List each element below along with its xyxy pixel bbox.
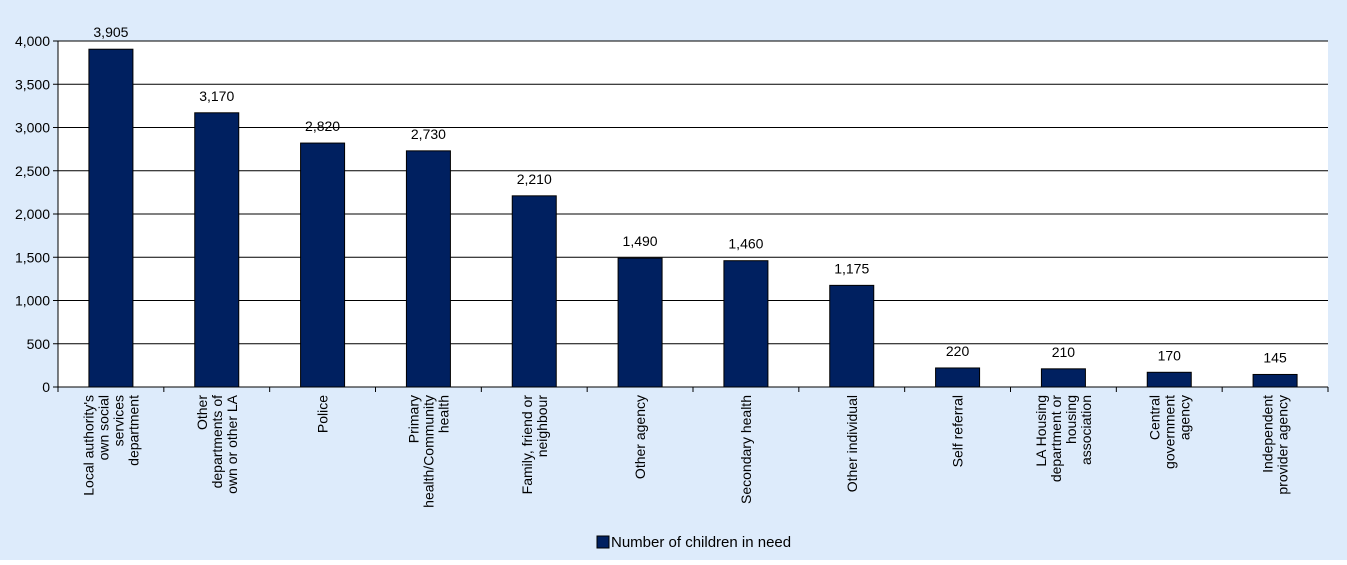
x-axis-ticks xyxy=(57,387,1329,392)
y-tick-label: 3,500 xyxy=(15,76,50,92)
bar xyxy=(935,367,981,388)
x-category-label: Other individual xyxy=(844,395,860,492)
bar-data-label: 145 xyxy=(1263,349,1287,365)
x-category-label: Primary health/Community health xyxy=(405,395,451,508)
x-category-label-line: health xyxy=(435,395,451,433)
x-category-label-line: Central xyxy=(1146,395,1162,440)
x-category-label-line: Local authority's xyxy=(80,395,96,496)
bar xyxy=(723,260,769,388)
bar-data-label: 1,460 xyxy=(728,236,763,252)
legend-swatch xyxy=(596,535,610,549)
bar xyxy=(300,142,346,388)
gridlines xyxy=(58,40,1328,345)
bar xyxy=(88,48,134,388)
y-tick-label: 2,500 xyxy=(15,163,50,179)
x-category-label-line: own social xyxy=(95,395,111,460)
x-category-label: Central government agency xyxy=(1146,395,1192,469)
bar-data-label: 1,490 xyxy=(623,233,658,249)
x-category-label-line: provider agency xyxy=(1275,395,1291,495)
x-category-label-line: Other individual xyxy=(844,395,860,492)
x-category-label-line: Police xyxy=(315,395,331,433)
y-tick-label: 500 xyxy=(27,336,51,352)
x-category-label-line: government xyxy=(1161,395,1177,469)
bar xyxy=(1040,368,1086,388)
bar-data-label: 2,210 xyxy=(517,171,552,187)
x-category-label-line: LA Housing xyxy=(1033,395,1049,467)
y-tick-label: 4,000 xyxy=(15,33,50,49)
x-category-label: Police xyxy=(315,395,331,433)
x-category-label-line: housing xyxy=(1063,395,1079,444)
bar-data-label: 3,905 xyxy=(93,24,128,40)
x-category-label-line: association xyxy=(1078,395,1094,465)
x-category-label: LA Housing department or housing associatio… xyxy=(1033,395,1094,482)
legend-label: Number of children in need xyxy=(611,534,791,551)
x-category-label-line: Independent xyxy=(1260,395,1276,473)
x-category-label-line: Primary xyxy=(405,395,421,443)
x-category-label-line: Other xyxy=(194,395,210,430)
bar xyxy=(829,284,875,388)
data-labels: 3,905 3,170 2,820 2,730 2,210 1,490 1,460 1,175… xyxy=(93,24,1287,365)
x-category-label-line: Other agency xyxy=(632,395,648,479)
x-category-label-line: Secondary health xyxy=(738,395,754,504)
bar-data-label: 170 xyxy=(1158,347,1182,363)
x-axis-labels: Local authority's own social services depar… xyxy=(80,394,1290,507)
bar-data-label: 3,170 xyxy=(199,88,234,104)
x-category-label-line: services xyxy=(110,395,126,446)
x-category-label-line: department xyxy=(125,395,141,466)
bar-data-label: 210 xyxy=(1052,344,1076,360)
bar xyxy=(1146,371,1192,388)
y-axis-ticks: 0 500 1,000 1,500 2,000 2,500 3,000 3,500 4,000 xyxy=(15,33,58,395)
bar-data-label: 220 xyxy=(946,343,970,359)
x-category-label-line: agency xyxy=(1176,395,1192,440)
x-category-label: Independent provider agency xyxy=(1260,395,1291,495)
x-category-label: Secondary health xyxy=(738,395,754,504)
legend: Number of children in need xyxy=(596,534,791,551)
x-category-label-line: department or xyxy=(1048,395,1064,482)
y-tick-label: 1,000 xyxy=(15,293,50,309)
bar xyxy=(511,195,557,388)
bar-data-label: 2,820 xyxy=(305,118,340,134)
y-tick-label: 2,000 xyxy=(15,206,50,222)
y-tick-label: 3,000 xyxy=(15,120,50,136)
x-category-label-line: health/Community xyxy=(420,395,436,508)
bar-data-label: 1,175 xyxy=(834,260,869,276)
x-category-label: Other agency xyxy=(632,395,648,479)
bar xyxy=(617,257,663,388)
y-tick-label: 0 xyxy=(42,379,50,395)
bar xyxy=(194,112,240,388)
bars xyxy=(88,48,1298,388)
x-category-label-line: Family, friend or xyxy=(519,395,535,495)
x-category-label: Other departments of own or other LA xyxy=(194,394,240,493)
x-category-label-line: own or other LA xyxy=(224,394,240,493)
bar-data-label: 2,730 xyxy=(411,126,446,142)
x-category-label: Local authority's own social services depar… xyxy=(80,395,141,496)
x-category-label: Self referral xyxy=(950,395,966,467)
x-category-label: Family, friend or neighbour xyxy=(519,395,550,495)
x-category-label-line: departments of xyxy=(209,395,225,488)
x-category-label-line: Self referral xyxy=(950,395,966,467)
x-category-label-line: neighbour xyxy=(534,395,550,458)
y-tick-label: 1,500 xyxy=(15,249,50,265)
bar xyxy=(405,150,451,388)
bar xyxy=(1252,373,1298,388)
